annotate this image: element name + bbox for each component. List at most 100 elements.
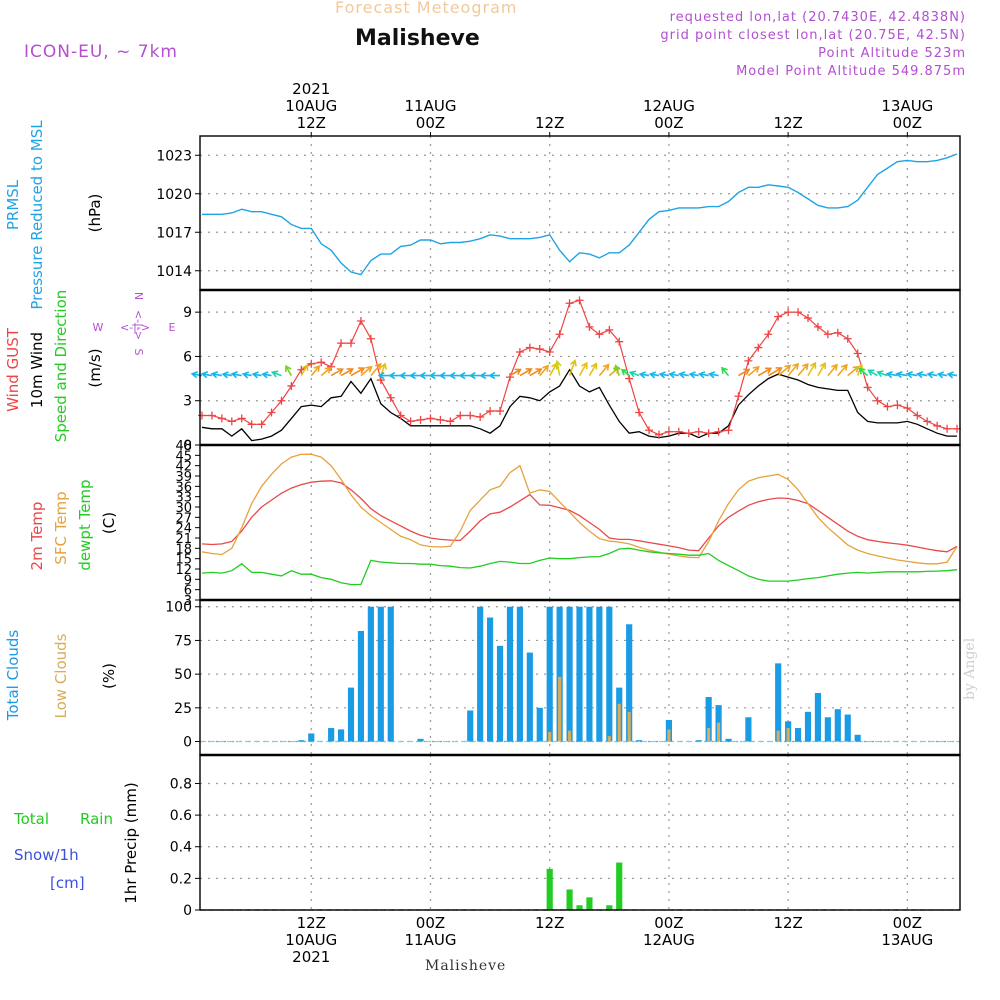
- y-tick-label: 48: [175, 439, 192, 454]
- gust-marker: [585, 322, 594, 331]
- gust-marker: [416, 415, 425, 424]
- total-clouds-bar: [347, 687, 355, 742]
- low-clouds-bar: [776, 730, 780, 742]
- wind-direction-arrow: [946, 371, 958, 379]
- time-label-bottom: 11AUG: [405, 931, 457, 949]
- precip-bar: [546, 868, 553, 910]
- total-clouds-bar: [725, 738, 732, 742]
- y-tick-label: 0.2: [170, 871, 192, 887]
- gust-marker: [774, 312, 783, 321]
- gust-marker: [436, 415, 445, 424]
- gust-marker: [406, 417, 415, 426]
- total-clouds-bar: [804, 711, 812, 742]
- wind-direction-arrow: [261, 371, 272, 379]
- wind-direction-arrow: [370, 362, 382, 377]
- y-tick-label: 0.4: [170, 840, 192, 856]
- gust-marker: [356, 317, 365, 325]
- wind-direction-arrow: [895, 370, 908, 379]
- compass-e: E: [169, 321, 176, 334]
- total-clouds-bar: [854, 734, 861, 742]
- model-label: ICON-EU, ~ 7km: [24, 42, 178, 62]
- pressure-label-msl: Pressure Reduced to MSL: [28, 120, 46, 310]
- low-clouds-bar: [667, 729, 671, 742]
- gust-marker: [853, 349, 862, 358]
- total-clouds-bar: [556, 606, 563, 742]
- wind-speed-label: 10m Wind: [28, 332, 46, 408]
- wind-direction-arrow: [885, 370, 898, 379]
- time-label-top: 00Z: [654, 114, 683, 132]
- y-tick-label: 75: [174, 633, 192, 649]
- y-tick-label: 1020: [156, 187, 192, 203]
- wind-direction-arrow: [738, 368, 751, 377]
- gust-marker: [327, 362, 336, 371]
- gust-marker: [545, 348, 554, 356]
- gust-marker: [505, 373, 514, 382]
- time-label-bottom: 13AUG: [881, 931, 933, 949]
- footer-location: Malisheve: [425, 958, 507, 974]
- time-label-bottom: 2021: [292, 948, 330, 966]
- time-label-bottom: 10AUG: [285, 931, 337, 949]
- wind-direction-arrow: [398, 371, 411, 380]
- gust-marker: [267, 408, 276, 417]
- total-clouds-bar: [487, 617, 494, 742]
- y-tick-label: 21: [175, 532, 192, 547]
- time-label-top: 2021: [292, 80, 330, 98]
- wind-direction-arrow: [837, 363, 848, 377]
- total-clouds-bar: [328, 728, 335, 742]
- y-tick-label: 6: [183, 349, 192, 365]
- wind-direction-arrow: [588, 362, 598, 377]
- pressure-line: [202, 153, 958, 276]
- wind-direction-arrow: [916, 371, 928, 379]
- gust-marker: [744, 356, 753, 365]
- time-label-top: 10AUG: [285, 97, 337, 115]
- info-model-altitude: Model Point Altitude 549.875m: [736, 64, 966, 79]
- wind-direction-arrow: [777, 364, 792, 377]
- pressure-label-prmsl: PRMSL: [4, 179, 22, 230]
- low-clouds-bar: [627, 711, 631, 742]
- low-clouds-bar: [568, 730, 572, 742]
- gust-marker: [575, 296, 584, 305]
- total-clouds-bar: [834, 709, 841, 742]
- time-label-bottom: 00Z: [654, 914, 683, 932]
- wind-speed-line: [201, 368, 957, 442]
- precip-axis-label: 1hr Precip (mm): [122, 782, 140, 903]
- low-clouds-bar: [786, 728, 790, 742]
- gust-marker: [943, 424, 952, 433]
- total-clouds-bar: [636, 740, 643, 742]
- gust-marker: [247, 420, 256, 429]
- time-label-top: 12AUG: [643, 97, 695, 115]
- gust-marker: [347, 339, 356, 348]
- wind-direction-arrow: [340, 368, 354, 377]
- gust-marker: [843, 334, 852, 343]
- gust-marker: [664, 427, 673, 436]
- temp-sfc-line: [201, 453, 958, 565]
- y-tick-label: 25: [174, 701, 192, 717]
- y-tick-label: 42: [175, 460, 192, 475]
- total-clouds-bar: [506, 606, 514, 742]
- total-clouds-bar: [536, 707, 543, 742]
- gust-marker: [396, 411, 405, 420]
- time-label-top: 12Z: [535, 114, 564, 132]
- wind-direction-label: Speed and Direction: [52, 290, 70, 443]
- wind-direction-arrow: [330, 368, 344, 377]
- wind-direction-arrow: [668, 371, 679, 379]
- info-point-altitude: Point Altitude 523m: [818, 46, 966, 61]
- gust-marker: [615, 337, 624, 346]
- total-clouds-bar: [377, 606, 384, 742]
- y-tick-label: 0: [183, 903, 192, 919]
- wind-direction-arrow: [817, 361, 826, 377]
- gust-marker: [823, 330, 832, 339]
- total-clouds-bar: [824, 717, 831, 742]
- gust-marker: [625, 374, 634, 383]
- gust-marker: [476, 412, 485, 421]
- wind-direction-arrow: [628, 370, 640, 378]
- total-clouds-bar: [566, 606, 573, 742]
- clouds-unit: (%): [100, 663, 118, 689]
- y-tick-label: 9: [184, 573, 192, 588]
- gust-marker: [605, 325, 614, 334]
- gust-marker: [466, 411, 475, 420]
- precip-bar: [566, 889, 573, 910]
- gust-marker: [754, 343, 763, 352]
- gust-marker: [446, 417, 455, 426]
- wind-direction-arrow: [905, 371, 918, 379]
